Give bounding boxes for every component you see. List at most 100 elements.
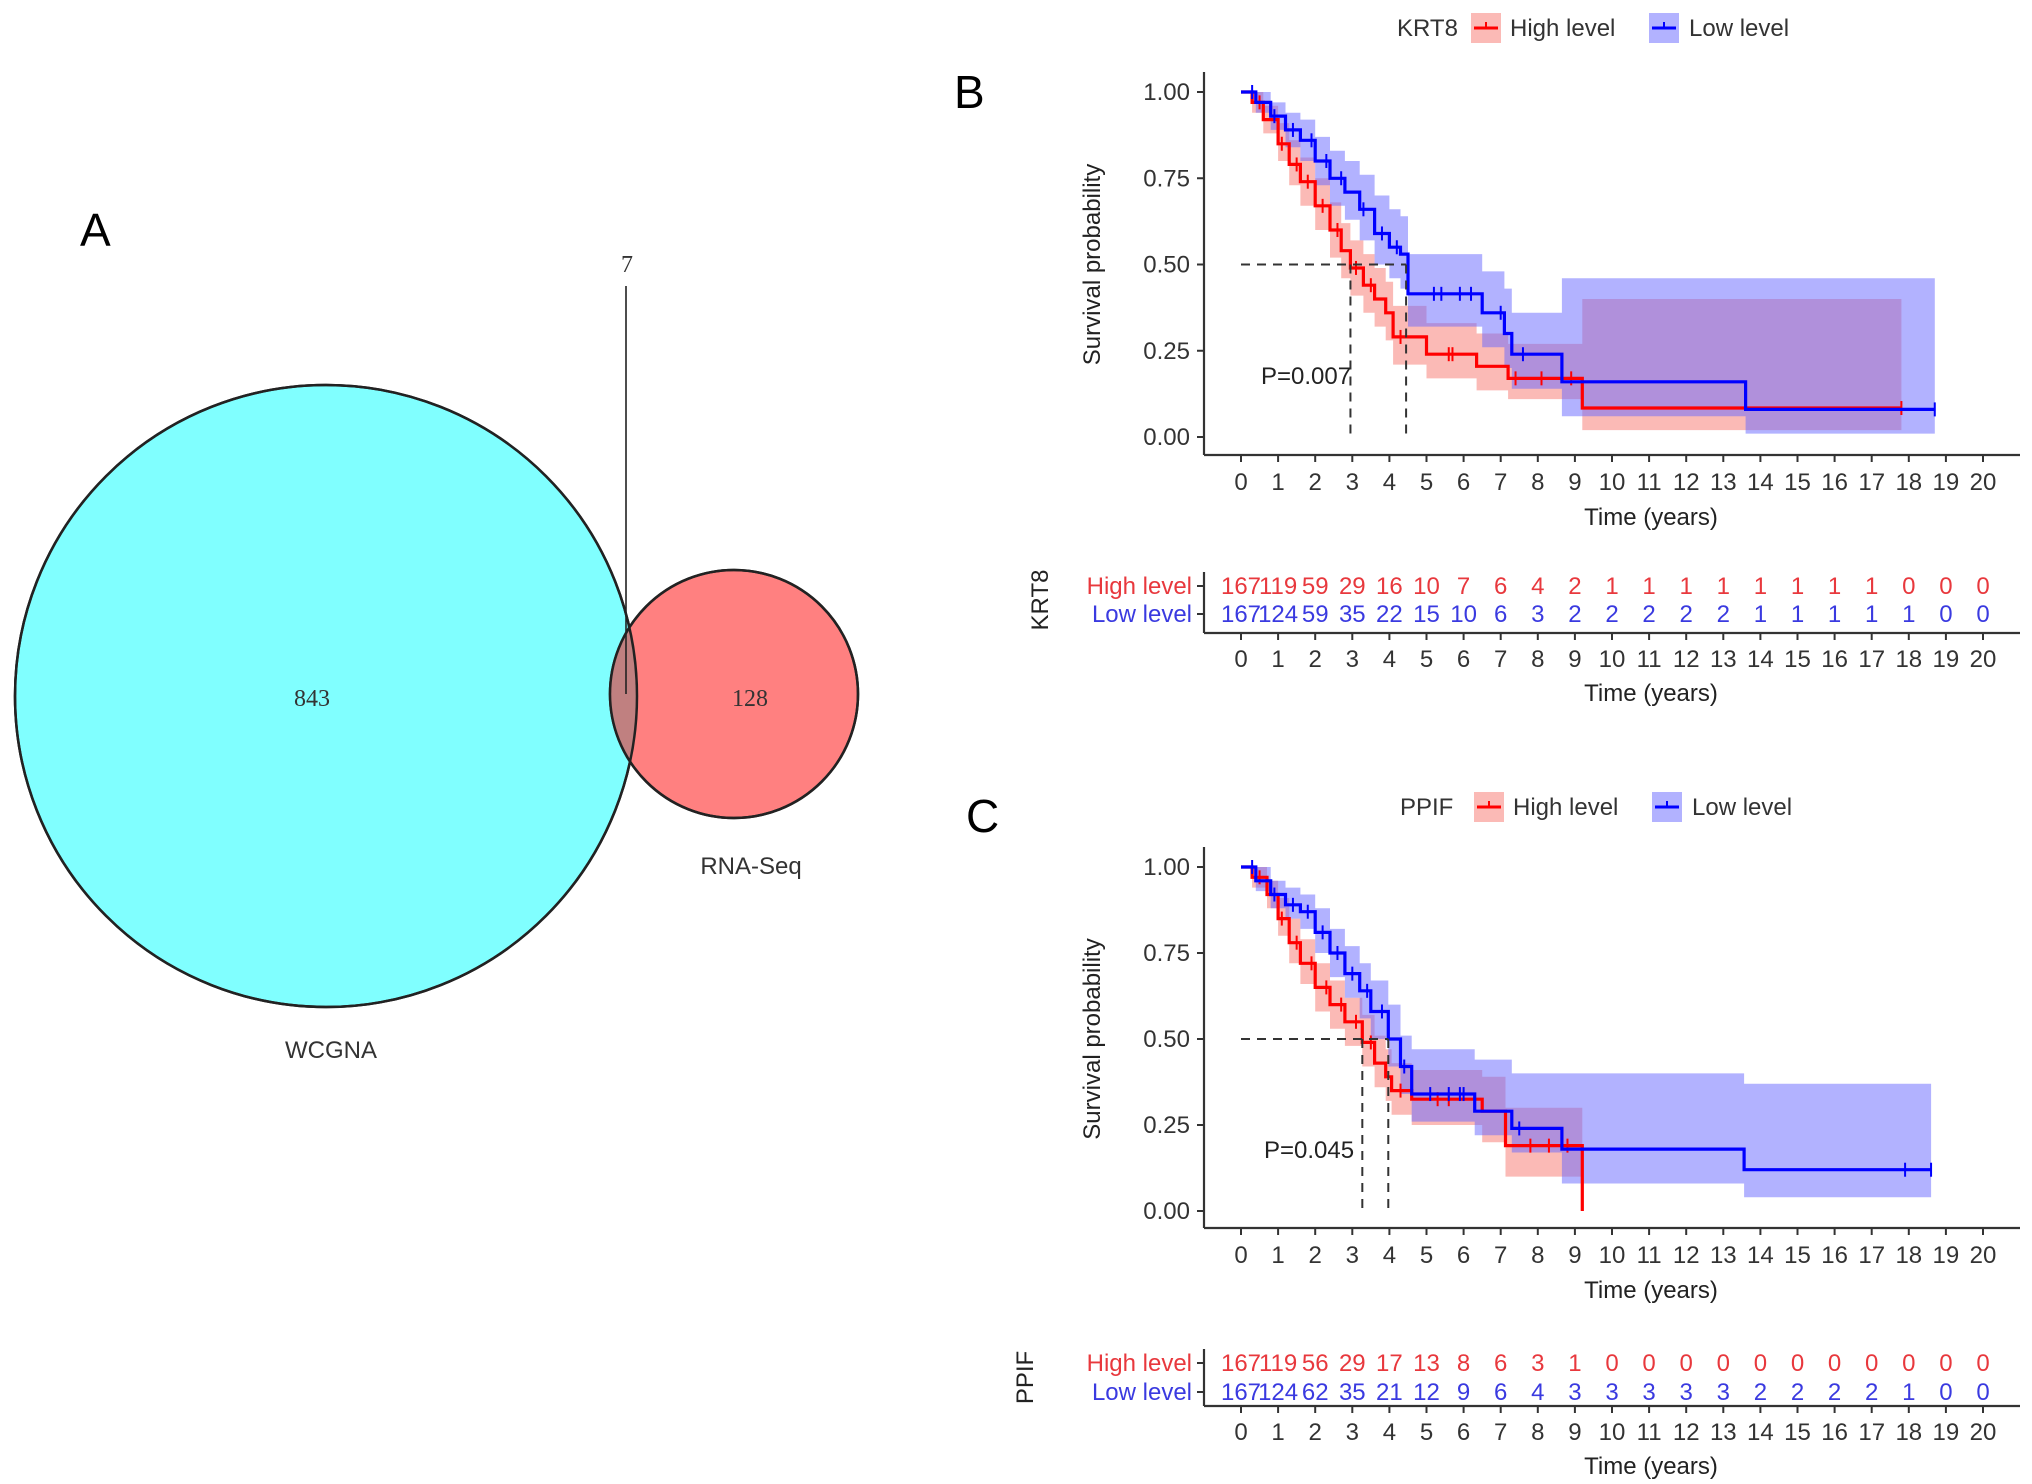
x-axis-title: Time (years)	[1584, 504, 1718, 531]
risk-count: 1	[1902, 601, 1915, 628]
risk-count: 0	[1791, 1350, 1804, 1377]
risk-x-tick-label: 11	[1637, 1419, 1662, 1446]
venn-diagram-panel: A 7 843 128 WCGNA RNA-Seq	[13, 204, 860, 1064]
risk-count: 56	[1302, 1350, 1329, 1377]
x-tick-label: 9	[1568, 469, 1581, 496]
y-tick-label: 0.75	[1143, 165, 1190, 192]
risk-count: 35	[1339, 601, 1366, 628]
risk-count: 2	[1605, 601, 1618, 628]
risk-count: 1	[1754, 573, 1767, 600]
risk-count: 0	[1642, 1350, 1655, 1377]
risk-count: 1	[1568, 1350, 1581, 1377]
risk-x-tick-label: 1	[1271, 1419, 1284, 1446]
risk-count: 10	[1413, 573, 1440, 600]
risk-count: 0	[1939, 573, 1952, 600]
risk-count: 3	[1531, 1350, 1544, 1377]
risk-x-tick-label: 17	[1858, 646, 1885, 673]
risk-count: 3	[1531, 601, 1544, 628]
risk-count: 0	[1754, 1350, 1767, 1377]
x-tick-label: 10	[1599, 469, 1626, 496]
risk-x-tick-label: 1	[1271, 646, 1284, 673]
risk-x-tick-label: 7	[1494, 1419, 1507, 1446]
risk-count: 1	[1642, 573, 1655, 600]
panel-letter-b: B	[954, 66, 985, 118]
risk-count: 1	[1865, 573, 1878, 600]
x-tick-label: 15	[1784, 1242, 1811, 1269]
risk-count: 3	[1680, 1379, 1693, 1406]
risk-table-strata-title: PPIF	[1012, 1351, 1039, 1404]
risk-x-tick-label: 5	[1420, 1419, 1433, 1446]
risk-count: 2	[1791, 1379, 1804, 1406]
risk-x-axis-title: Time (years)	[1584, 1453, 1718, 1480]
legend-title: PPIF	[1400, 794, 1453, 821]
km-panel-krt8: B KRT8 High level Low level Survival proba…	[954, 13, 2020, 707]
x-tick-label: 9	[1568, 1242, 1581, 1269]
risk-count: 0	[1939, 601, 1952, 628]
risk-count: 0	[1828, 1350, 1841, 1377]
x-tick-label: 11	[1637, 1242, 1662, 1269]
x-tick-label: 13	[1710, 1242, 1737, 1269]
x-tick-label: 5	[1420, 1242, 1433, 1269]
risk-count: 0	[1976, 573, 1989, 600]
risk-x-tick-label: 2	[1309, 646, 1322, 673]
y-tick-label: 0.50	[1143, 1026, 1190, 1053]
risk-table-strata-title: KRT8	[1027, 570, 1054, 631]
risk-count: 16	[1376, 573, 1403, 600]
risk-count: 0	[1976, 1379, 1989, 1406]
x-tick-label: 12	[1673, 469, 1700, 496]
x-tick-label: 19	[1933, 469, 1960, 496]
x-tick-label: 1	[1271, 1242, 1284, 1269]
km-panel-ppif: C PPIF High level Low level Survival proba…	[966, 790, 2020, 1480]
survival-curve-low	[1241, 865, 1932, 1172]
risk-count: 0	[1680, 1350, 1693, 1377]
x-tick-label: 2	[1309, 1242, 1322, 1269]
legend-label-high: High level	[1513, 794, 1618, 821]
risk-count: 167	[1221, 601, 1261, 628]
risk-x-tick-label: 11	[1637, 646, 1662, 673]
risk-count: 6	[1494, 1379, 1507, 1406]
risk-x-axis-title: Time (years)	[1584, 680, 1718, 707]
risk-x-tick-label: 18	[1895, 1419, 1922, 1446]
x-tick-label: 6	[1457, 1242, 1470, 1269]
risk-x-tick-label: 2	[1309, 1419, 1322, 1446]
legend: KRT8 High level Low level	[1397, 13, 1789, 43]
risk-count: 119	[1259, 573, 1297, 600]
risk-x-tick-label: 12	[1673, 1419, 1700, 1446]
risk-x-tick-label: 13	[1710, 646, 1737, 673]
risk-x-tick-label: 15	[1784, 646, 1811, 673]
x-tick-label: 17	[1858, 469, 1885, 496]
risk-x-tick-label: 15	[1784, 1419, 1811, 1446]
risk-count: 2	[1717, 601, 1730, 628]
survival-plot: Survival probability 0.00 0.25 0.50 0.75 1.00…	[1079, 847, 2020, 1304]
risk-count: 1	[1865, 601, 1878, 628]
x-tick-label: 4	[1383, 469, 1396, 496]
risk-count: 59	[1302, 573, 1329, 600]
risk-count: 2	[1828, 1379, 1841, 1406]
risk-count: 29	[1339, 573, 1366, 600]
legend-label-high: High level	[1510, 15, 1615, 42]
x-axis-title: Time (years)	[1584, 1277, 1718, 1304]
risk-x-tick-label: 3	[1346, 1419, 1359, 1446]
risk-count: 1	[1828, 601, 1841, 628]
risk-count: 3	[1642, 1379, 1655, 1406]
venn-rnaseq-count: 128	[732, 686, 768, 712]
x-tick-label: 10	[1599, 1242, 1626, 1269]
risk-count: 62	[1302, 1379, 1329, 1406]
risk-count: 0	[1939, 1350, 1952, 1377]
risk-count: 7	[1457, 573, 1470, 600]
risk-x-tick-label: 7	[1494, 646, 1507, 673]
risk-count: 17	[1376, 1350, 1403, 1377]
risk-count: 3	[1605, 1379, 1618, 1406]
risk-count: 1	[1791, 573, 1804, 600]
risk-count: 6	[1494, 573, 1507, 600]
x-tick-label: 14	[1747, 469, 1774, 496]
risk-x-tick-label: 4	[1383, 1419, 1396, 1446]
risk-count: 13	[1413, 1350, 1440, 1377]
y-tick-label: 0.75	[1143, 940, 1190, 967]
risk-x-tick-label: 20	[1970, 646, 1997, 673]
risk-x-tick-label: 17	[1858, 1419, 1885, 1446]
x-tick-label: 4	[1383, 1242, 1396, 1269]
x-tick-label: 3	[1346, 1242, 1359, 1269]
